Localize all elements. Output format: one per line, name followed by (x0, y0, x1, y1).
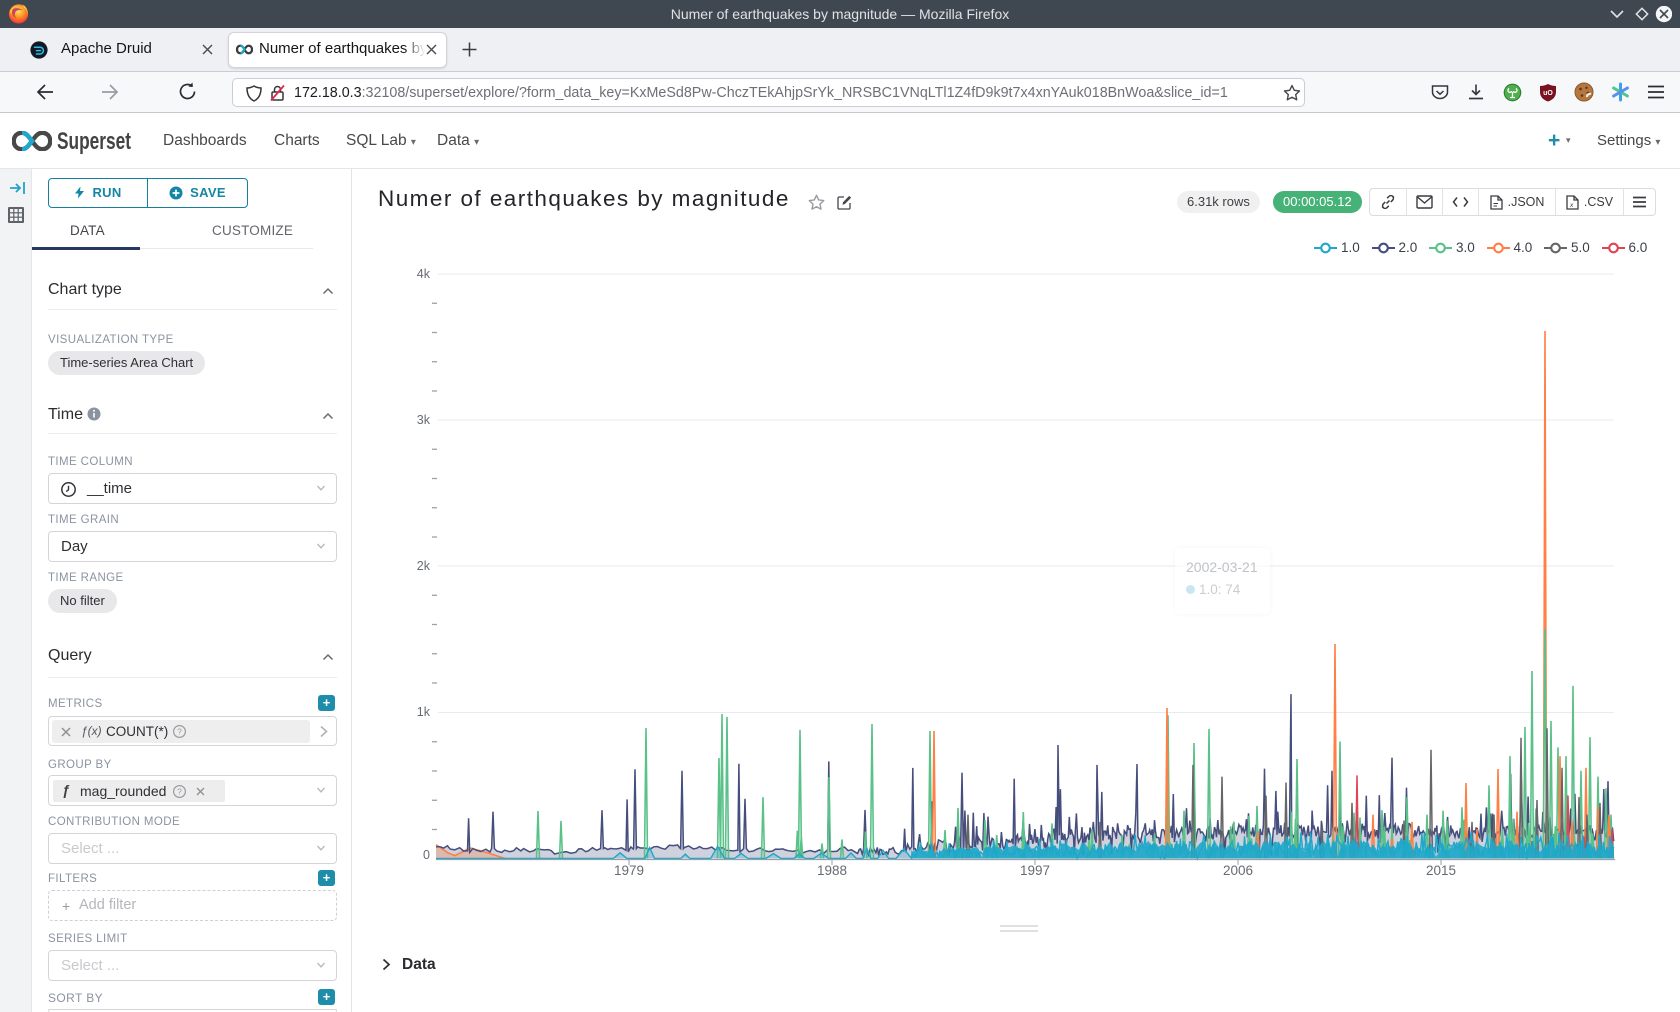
svg-text:1k: 1k (417, 705, 431, 719)
svg-text:1997: 1997 (1020, 863, 1050, 878)
svg-text:3k: 3k (417, 413, 431, 427)
svg-text:2k: 2k (417, 559, 431, 573)
svg-text:1979: 1979 (614, 863, 644, 878)
svg-text:?: ? (177, 726, 182, 736)
svg-text:x: x (1569, 202, 1574, 209)
svg-text:?: ? (177, 786, 182, 796)
svg-text:2015: 2015 (1426, 863, 1456, 878)
svg-text:uO: uO (1543, 90, 1553, 97)
svg-text:0: 0 (423, 848, 430, 862)
svg-text:4k: 4k (417, 267, 431, 281)
svg-text:2006: 2006 (1223, 863, 1253, 878)
svg-text:1988: 1988 (817, 863, 847, 878)
